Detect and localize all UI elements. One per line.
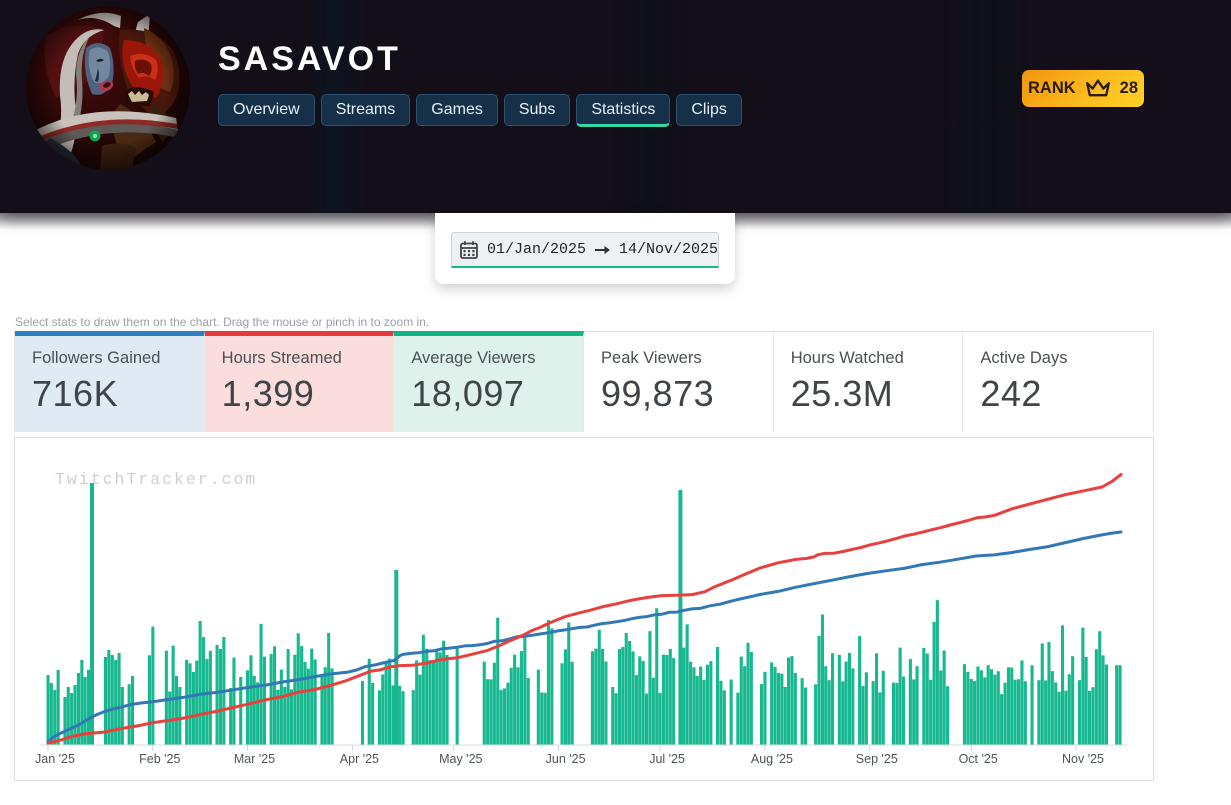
svg-text:May '25: May '25 <box>439 752 482 766</box>
svg-text:Feb '25: Feb '25 <box>139 752 180 766</box>
svg-text:Aug '25: Aug '25 <box>751 752 793 766</box>
svg-text:Jul '25: Jul '25 <box>649 752 685 766</box>
svg-text:Apr '25: Apr '25 <box>340 752 379 766</box>
svg-text:Mar '25: Mar '25 <box>234 752 275 766</box>
svg-text:Jan '25: Jan '25 <box>35 752 75 766</box>
svg-text:TwitchTracker.com: TwitchTracker.com <box>55 470 257 489</box>
svg-text:Jun '25: Jun '25 <box>546 752 586 766</box>
svg-text:Sep '25: Sep '25 <box>856 752 898 766</box>
svg-text:Oct '25: Oct '25 <box>959 752 998 766</box>
svg-text:Nov '25: Nov '25 <box>1062 752 1104 766</box>
